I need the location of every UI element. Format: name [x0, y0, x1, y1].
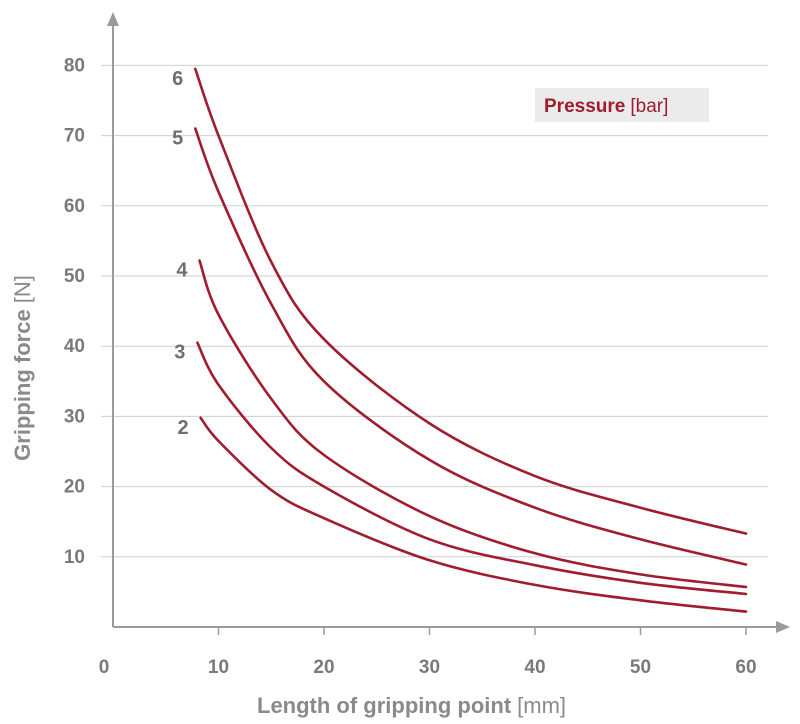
- x-tick-label-0: 0: [99, 657, 110, 678]
- legend-background: [535, 88, 709, 122]
- series-line-5: [194, 127, 748, 566]
- x-axis-arrow: [776, 621, 790, 633]
- y-tick-label-40: 40: [64, 336, 85, 357]
- y-axis-title: Gripping force [N]: [10, 275, 35, 461]
- legend-unit: [bar]: [630, 96, 668, 117]
- series-line-6: [194, 67, 748, 535]
- legend: Pressure [bar]: [535, 88, 709, 122]
- series-label-6: 6: [172, 68, 183, 90]
- y-tick-label-20: 20: [64, 477, 85, 498]
- series-line-3: [196, 341, 748, 596]
- series-label-5: 5: [172, 128, 183, 150]
- series-line-4: [198, 259, 748, 589]
- series-label-2: 2: [177, 417, 188, 439]
- x-axis-label: Length of gripping point: [257, 693, 512, 718]
- axes: [107, 12, 790, 633]
- x-tick-label-10: 10: [208, 657, 229, 678]
- series-labels: 6 5 4 3 2: [172, 68, 188, 439]
- x-tick-label-20: 20: [313, 657, 334, 678]
- y-tick-label-60: 60: [64, 196, 85, 217]
- x-axis-unit: [mm]: [517, 693, 566, 718]
- x-tick-label-30: 30: [419, 657, 440, 678]
- tick-labels: 10 20 30 40 50 60 70 80 0 10 20 30 40 50 60: [64, 55, 757, 678]
- y-axis-arrow: [107, 12, 119, 26]
- x-tick-label-40: 40: [524, 657, 545, 678]
- y-axis-unit: [N]: [10, 275, 35, 303]
- legend-title: Pressure: [544, 96, 625, 117]
- y-tick-label-30: 30: [64, 406, 85, 427]
- y-tick-label-50: 50: [64, 266, 85, 287]
- y-tick-label-10: 10: [64, 547, 85, 568]
- x-tick-label-50: 50: [630, 657, 651, 678]
- y-tick-label-80: 80: [64, 55, 85, 76]
- y-axis-label: Gripping force: [10, 309, 35, 461]
- series-label-3: 3: [174, 342, 185, 364]
- x-axis-title: Length of gripping point [mm]: [257, 693, 566, 718]
- y-tick-label-70: 70: [64, 126, 85, 147]
- grid-lines: [101, 64, 768, 635]
- series-label-4: 4: [176, 260, 188, 282]
- series-curves: [194, 67, 748, 613]
- x-tick-label-60: 60: [735, 657, 756, 678]
- legend-text: Pressure [bar]: [544, 96, 668, 117]
- series-line-2: [199, 416, 748, 613]
